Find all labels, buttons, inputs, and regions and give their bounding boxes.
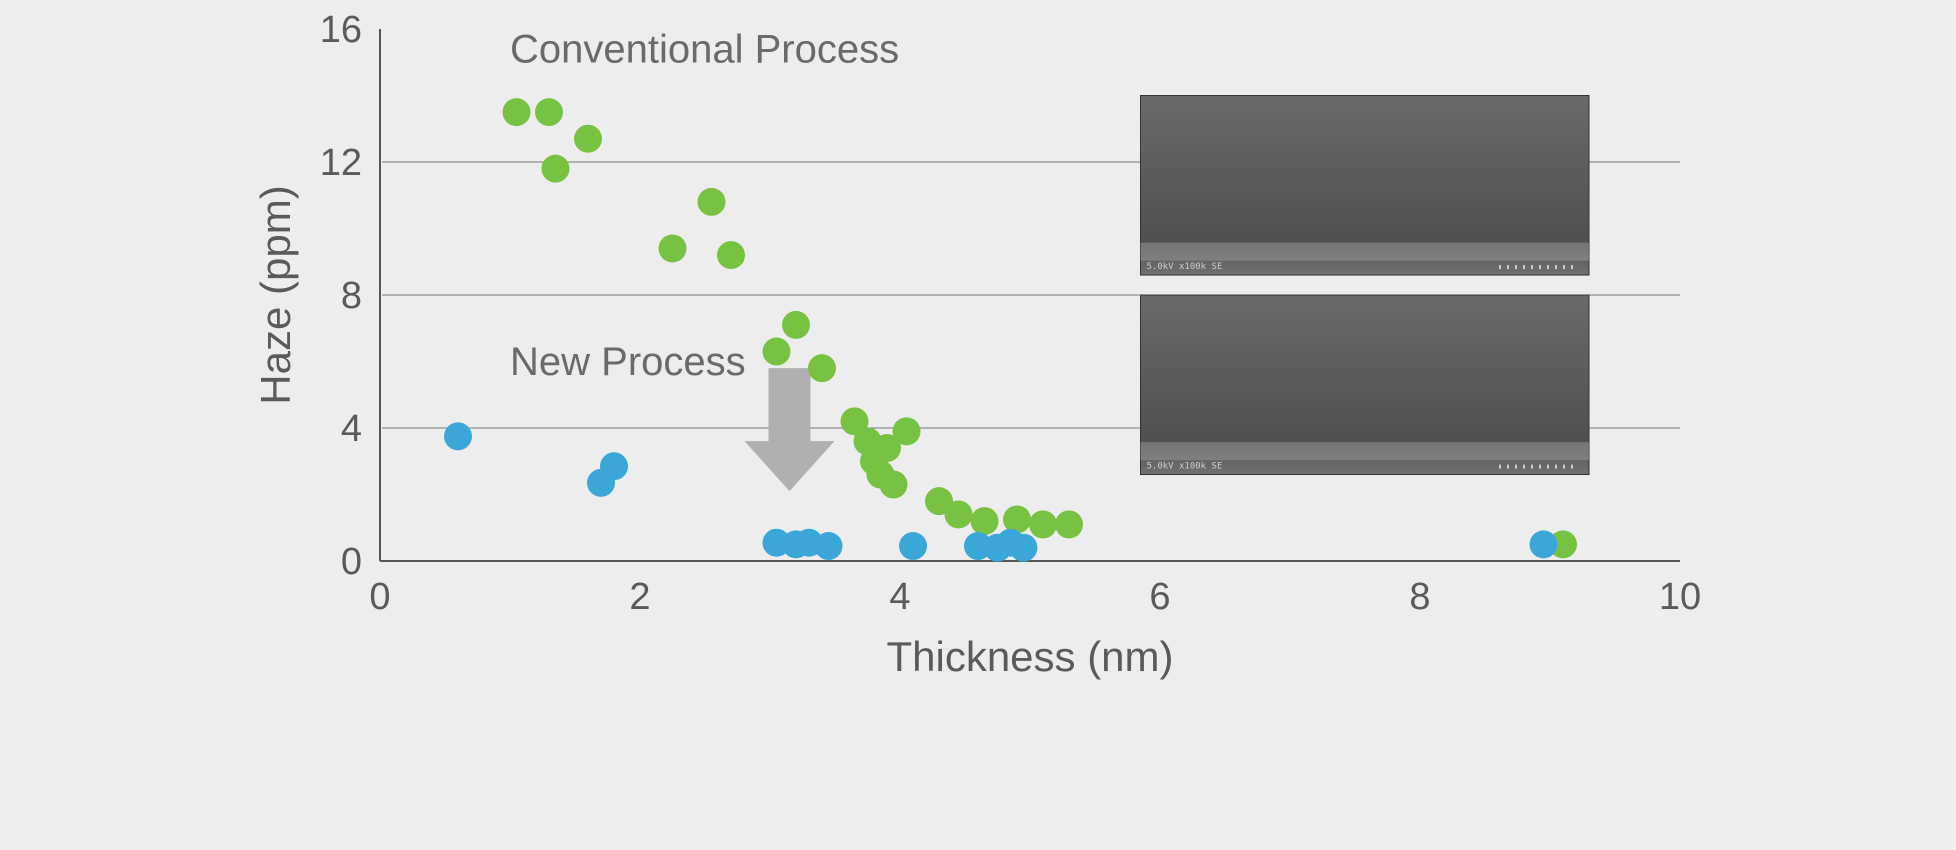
data-point xyxy=(782,311,810,339)
data-point xyxy=(1010,534,1038,562)
down-arrow-icon xyxy=(745,368,835,491)
data-point xyxy=(542,155,570,183)
svg-text:16: 16 xyxy=(320,9,362,51)
data-point xyxy=(880,471,908,499)
sem-inset-0: 5.0kV x100k SE xyxy=(1141,96,1590,276)
data-point xyxy=(503,98,531,126)
sem-inset-1: 5.0kV x100k SE xyxy=(1141,295,1590,475)
data-point xyxy=(1530,530,1558,558)
data-point xyxy=(815,532,843,560)
annotation-0: Conventional Process xyxy=(510,27,899,71)
data-point xyxy=(763,338,791,366)
svg-text:6: 6 xyxy=(1149,576,1170,618)
data-point xyxy=(698,188,726,216)
svg-text:0: 0 xyxy=(341,541,362,583)
data-point xyxy=(899,532,927,560)
annotation-1: New Process xyxy=(510,340,746,384)
chart-svg: 0 4 8 12 16 0 2 4 6 8 10 Thickness (nm) Haze (ppm) 5.… xyxy=(250,0,1706,760)
data-point xyxy=(444,422,472,450)
svg-text:4: 4 xyxy=(341,408,362,450)
svg-text:0: 0 xyxy=(369,576,390,618)
svg-text:2: 2 xyxy=(629,576,650,618)
haze-thickness-chart: 0 4 8 12 16 0 2 4 6 8 10 Thickness (nm) Haze (ppm) 5.… xyxy=(250,0,1706,760)
svg-text:12: 12 xyxy=(320,142,362,184)
data-point xyxy=(717,241,745,269)
svg-text:8: 8 xyxy=(341,275,362,317)
data-point xyxy=(808,354,836,382)
data-point xyxy=(971,507,999,535)
data-point xyxy=(1055,510,1083,538)
data-point xyxy=(659,234,687,262)
data-point xyxy=(587,469,615,497)
svg-text:5.0kV x100k SE: 5.0kV x100k SE xyxy=(1147,462,1223,472)
svg-text:5.0kV x100k SE: 5.0kV x100k SE xyxy=(1147,262,1223,272)
data-point xyxy=(574,125,602,153)
x-axis-title: Thickness (nm) xyxy=(886,633,1173,680)
data-point xyxy=(535,98,563,126)
data-point xyxy=(1029,510,1057,538)
data-point xyxy=(945,500,973,528)
svg-text:4: 4 xyxy=(889,576,910,618)
svg-text:8: 8 xyxy=(1409,576,1430,618)
svg-text:10: 10 xyxy=(1659,576,1701,618)
y-axis-title: Haze (ppm) xyxy=(252,185,299,404)
